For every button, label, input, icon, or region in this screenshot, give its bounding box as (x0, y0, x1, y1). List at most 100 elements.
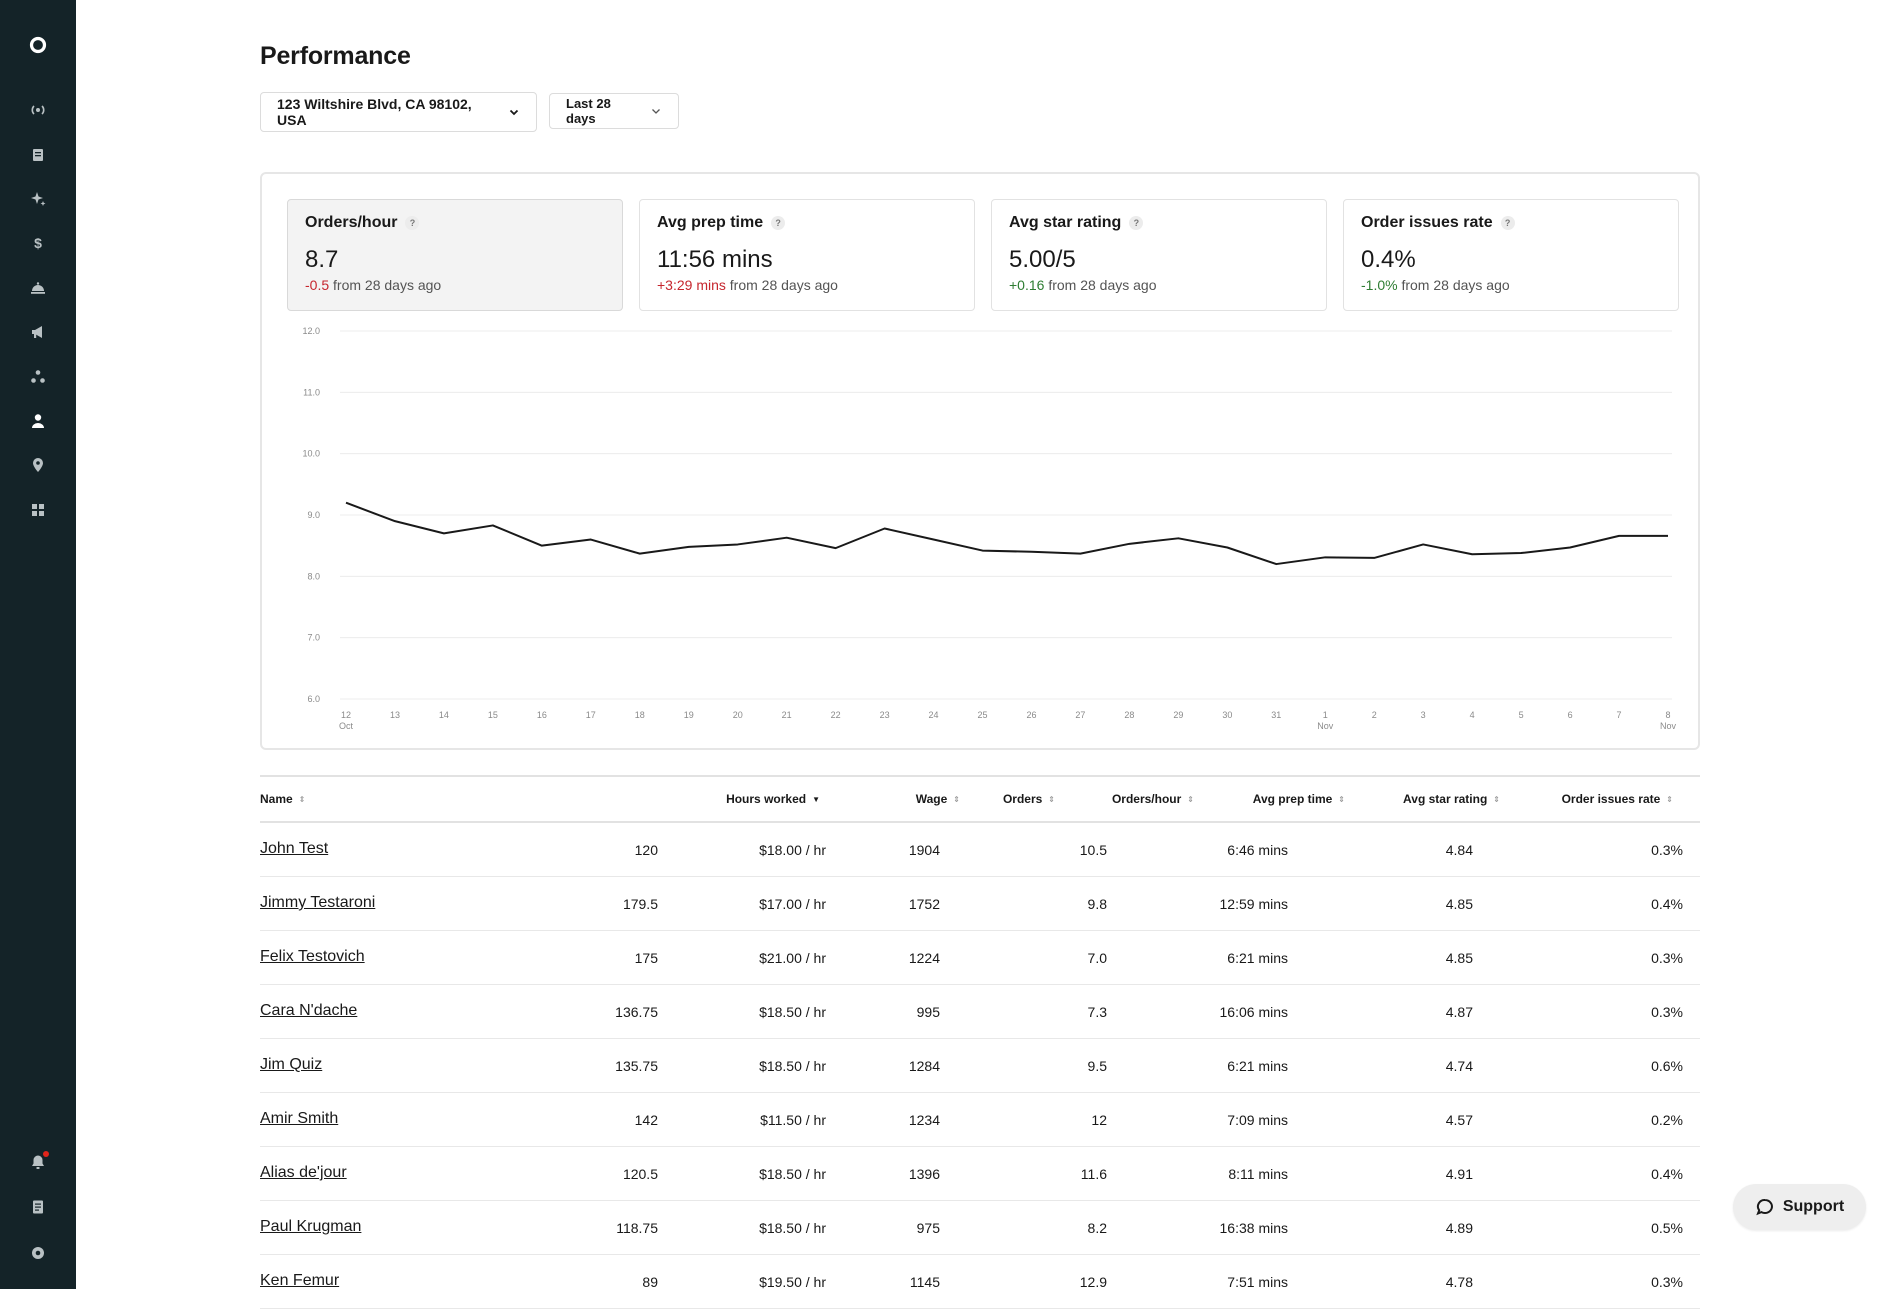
data-point[interactable] (1273, 561, 1279, 567)
data-point[interactable] (1665, 533, 1671, 539)
employee-name-link[interactable]: Jimmy Testaroni (260, 894, 376, 911)
customers-icon[interactable] (24, 363, 52, 391)
apps-icon[interactable] (24, 496, 52, 524)
kpi-card-order-issues-rate[interactable]: Order issues rate? 0.4% -1.0% from 28 da… (1343, 199, 1679, 311)
data-point[interactable] (441, 530, 447, 536)
column-header[interactable]: Orders ⇕ (1003, 792, 1055, 806)
column-header[interactable]: Avg prep time ⇕ (1253, 792, 1345, 806)
table-row[interactable]: Amir Smith 142 $11.50 / hr 1234 12 7:09 mins 4… (260, 1093, 1700, 1147)
employee-name-link[interactable]: Ken Femur (260, 1272, 340, 1289)
kpi-delta-suffix: from 28 days ago (333, 277, 442, 293)
data-point[interactable] (1224, 545, 1230, 551)
employee-name-link[interactable]: John Test (260, 840, 329, 857)
column-header[interactable]: Wage ⇕ (916, 792, 960, 806)
logo-icon[interactable] (24, 31, 52, 59)
data-point[interactable] (784, 535, 790, 541)
data-point[interactable] (931, 537, 937, 543)
data-point[interactable] (1469, 551, 1475, 557)
support-button[interactable]: Support (1733, 1184, 1866, 1230)
data-point[interactable] (1077, 551, 1083, 557)
x-tick-label: 24 (929, 710, 939, 720)
settings-icon[interactable] (24, 1239, 52, 1267)
locations-icon[interactable] (24, 451, 52, 479)
date-range-dropdown[interactable]: Last 28 days (549, 93, 679, 129)
table-row[interactable]: Cara N'dache 136.75 $18.50 / hr 995 7.3 16:06… (260, 985, 1700, 1039)
data-point[interactable] (1126, 541, 1132, 547)
page-title: Performance (260, 42, 411, 70)
table-row[interactable]: Paul Krugman 118.75 $18.50 / hr 975 8.2 16:38… (260, 1201, 1700, 1255)
avg-star-rating: 4.89 (1445, 1220, 1473, 1236)
svg-text:$: $ (34, 235, 42, 251)
x-tick-label: 21 (782, 710, 792, 720)
marketing-icon[interactable] (24, 185, 52, 213)
y-tick-label: 12.0 (302, 326, 320, 336)
data-point[interactable] (1420, 541, 1426, 547)
x-tick-label: 29 (1173, 710, 1183, 720)
kpi-card-orders-per-hour[interactable]: Orders/hour? 8.7 -0.5 from 28 days ago (287, 199, 623, 311)
employee-name-link[interactable]: Cara N'dache (260, 1002, 358, 1019)
x-tick-label: 28 (1124, 710, 1134, 720)
column-header[interactable]: Order issues rate ⇕ (1562, 792, 1673, 806)
data-point[interactable] (980, 548, 986, 554)
employee-name-link[interactable]: Paul Krugman (260, 1218, 362, 1235)
kpi-delta: -0.5 (305, 277, 330, 293)
data-point[interactable] (686, 544, 692, 550)
wage: $21.00 / hr (759, 950, 826, 966)
data-point[interactable] (1567, 545, 1573, 551)
reports-icon[interactable] (24, 1193, 52, 1221)
data-point[interactable] (637, 551, 643, 557)
data-point[interactable] (1518, 550, 1524, 556)
employee-name-link[interactable]: Alias de'jour (260, 1164, 347, 1181)
payments-icon[interactable]: $ (24, 229, 52, 257)
employee-name-link[interactable]: Jim Quiz (260, 1056, 323, 1073)
notifications-icon[interactable] (24, 1148, 52, 1176)
employee-name-link[interactable]: Felix Testovich (260, 948, 365, 965)
data-point[interactable] (735, 541, 741, 547)
help-icon[interactable]: ? (1129, 216, 1144, 230)
data-point[interactable] (490, 522, 496, 528)
table-row[interactable]: Jimmy Testaroni 179.5 $17.00 / hr 1752 9.8 12… (260, 877, 1700, 931)
data-point[interactable] (1616, 533, 1622, 539)
sort-icon: ⇕ (953, 794, 960, 804)
order-issues-rate: 0.3% (1651, 1274, 1683, 1290)
table-row[interactable]: John Test 120 $18.00 / hr 1904 10.5 6:46 mins… (260, 823, 1700, 877)
data-point[interactable] (1322, 554, 1328, 560)
data-point[interactable] (1175, 535, 1181, 541)
promotions-icon[interactable] (24, 318, 52, 346)
kpi-card-avg-prep-time[interactable]: Avg prep time? 11:56 mins +3:29 mins fro… (639, 199, 975, 311)
x-tick-label: 18 (635, 710, 645, 720)
column-header[interactable]: Name ⇕ (260, 792, 305, 806)
x-tick-label: 6 (1568, 710, 1573, 720)
order-issues-rate: 0.4% (1651, 896, 1683, 912)
table-row[interactable]: Ken Femur 89 $19.50 / hr 1145 12.9 7:51 mins 4… (260, 1255, 1700, 1309)
data-point[interactable] (392, 518, 398, 524)
help-icon[interactable]: ? (1500, 216, 1515, 230)
help-icon[interactable]: ? (405, 216, 420, 230)
data-point[interactable] (833, 545, 839, 551)
restaurant-icon[interactable] (24, 274, 52, 302)
orders-per-hour-chart: 12.0 11.0 10.0 9.0 8.0 7.0 6.0 12 Oct 13 14 15 16 17 1… (262, 319, 1698, 744)
column-header[interactable]: Hours worked ▼ (726, 792, 820, 806)
data-point[interactable] (588, 537, 594, 543)
help-icon[interactable]: ? (771, 216, 786, 230)
live-orders-icon[interactable] (24, 96, 52, 124)
data-point[interactable] (882, 525, 888, 531)
menu-icon[interactable] (24, 141, 52, 169)
employees-icon[interactable] (24, 407, 52, 435)
data-point[interactable] (1371, 555, 1377, 561)
table-row[interactable]: Alias de'jour 120.5 $18.50 / hr 1396 11.6 8:1… (260, 1147, 1700, 1201)
data-point[interactable] (539, 543, 545, 549)
location-dropdown[interactable]: 123 Wiltshire Blvd, CA 98102, USA (260, 92, 537, 132)
orders: 1752 (908, 896, 940, 912)
wage: $18.50 / hr (759, 1004, 826, 1020)
column-header[interactable]: Avg star rating ⇕ (1403, 792, 1500, 806)
data-point[interactable] (1028, 549, 1034, 555)
kpi-card-avg-star-rating[interactable]: Avg star rating? 5.00/5 +0.16 from 28 da… (991, 199, 1327, 311)
table-row[interactable]: Jim Quiz 135.75 $18.50 / hr 1284 9.5 6:21 min… (260, 1039, 1700, 1093)
table-row[interactable]: Felix Testovich 175 $21.00 / hr 1224 7.0 6:21… (260, 931, 1700, 985)
column-header[interactable]: Orders/hour ⇕ (1112, 792, 1194, 806)
employee-name-link[interactable]: Amir Smith (260, 1110, 339, 1127)
data-point[interactable] (343, 500, 349, 506)
kpi-label: Order issues rate (1361, 214, 1493, 231)
wage: $18.50 / hr (759, 1166, 826, 1182)
